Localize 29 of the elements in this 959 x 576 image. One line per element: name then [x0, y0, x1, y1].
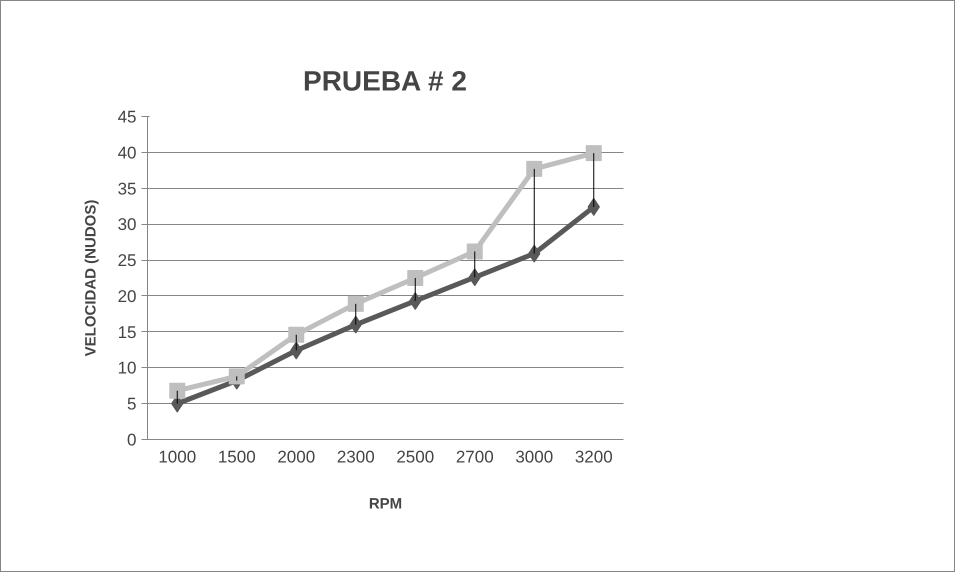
y-tick-label: 5	[127, 394, 137, 414]
chart-title: PRUEBA # 2	[303, 66, 467, 96]
point	[228, 368, 245, 384]
x-tick-label: 2700	[456, 448, 494, 466]
y-tick-label: 40	[118, 143, 137, 162]
point	[288, 326, 304, 343]
x-tick-label: 3200	[574, 448, 613, 466]
y-tick-label: 45	[118, 108, 137, 126]
point	[407, 270, 424, 286]
point	[586, 145, 602, 162]
x-tick-label: 1000	[158, 448, 196, 466]
point	[466, 243, 483, 260]
y-axis-title: VELOCIDAD (NUDOS)	[82, 200, 100, 356]
y-tick-label: 35	[118, 179, 137, 198]
x-tick-label: 2500	[396, 448, 434, 466]
y-tick-label: 20	[118, 286, 137, 306]
x-tick-label: 2000	[277, 448, 316, 466]
y-tick-label: 10	[118, 358, 137, 378]
point	[169, 382, 186, 399]
point	[526, 160, 542, 177]
x-tick-label: 3000	[515, 448, 554, 466]
y-tick-label: 0	[127, 430, 137, 450]
x-axis-title: RPM	[368, 496, 402, 512]
y-tick-label: 15	[118, 322, 137, 342]
point	[348, 296, 364, 312]
x-tick-label: 1500	[218, 448, 256, 466]
y-tick-label: 25	[118, 251, 137, 270]
y-tick-label: 30	[118, 215, 137, 234]
x-tick-label: 2300	[336, 448, 375, 466]
